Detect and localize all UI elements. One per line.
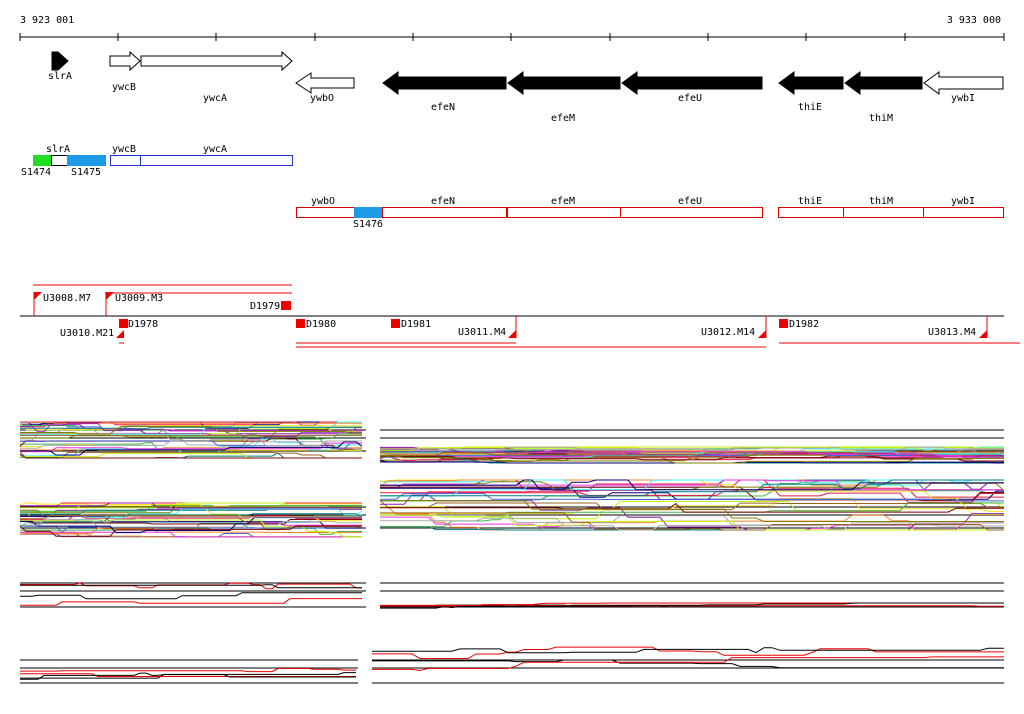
marker-label: D1978 — [128, 319, 158, 330]
gene-label: efeU — [678, 93, 702, 104]
gene-label: ywbI — [951, 93, 975, 104]
trace — [380, 487, 1004, 503]
trace — [20, 504, 362, 512]
trace — [20, 516, 362, 526]
transcripts — [33, 155, 1004, 218]
gene-label: ywbO — [310, 93, 334, 104]
gene-label: ywcA — [203, 93, 227, 104]
gene-label: efeN — [431, 102, 455, 113]
trace — [20, 502, 362, 509]
marker-label: D1982 — [789, 319, 819, 330]
marker-label: D1979 — [250, 301, 280, 312]
trace — [20, 668, 356, 673]
trace — [20, 515, 363, 531]
trace — [372, 656, 1004, 672]
gene-label: ywcB — [112, 82, 136, 93]
trace — [19, 453, 362, 459]
ruler — [19, 33, 1005, 41]
transcript-label: efeU — [678, 196, 702, 207]
trace — [380, 446, 1004, 451]
trace — [380, 479, 1004, 502]
transcript-label: efeN — [431, 196, 455, 207]
marker-label: U3012.M14 — [701, 327, 755, 338]
trace — [20, 442, 362, 453]
trace — [20, 598, 362, 606]
marker-label: U3009.M3 — [115, 293, 163, 304]
trace — [380, 493, 1004, 502]
trace — [380, 498, 1004, 514]
ruler-end: 3 933 000 — [947, 15, 1001, 26]
gene-label: efeM — [551, 113, 575, 124]
trace — [20, 519, 362, 525]
trace — [20, 584, 362, 589]
trace — [20, 513, 363, 526]
transcript-label: ywcB — [112, 144, 136, 155]
trace — [380, 501, 1005, 520]
trace — [380, 517, 1004, 531]
trace — [19, 451, 362, 459]
marker-track — [20, 284, 1020, 348]
trace — [20, 426, 362, 430]
trace — [372, 647, 1004, 654]
gene-arrows — [51, 50, 1004, 95]
transcript-label: ywcA — [203, 144, 227, 155]
trace — [20, 506, 362, 514]
marker-label: U3010.M21 — [60, 328, 114, 339]
segment-label: S1475 — [71, 167, 101, 178]
transcript-label: ywbI — [951, 196, 975, 207]
trace — [380, 479, 1004, 491]
trace — [20, 441, 363, 456]
marker-label: D1980 — [306, 319, 336, 330]
trace — [380, 455, 1004, 464]
trace — [380, 450, 1004, 458]
expression-traces — [19, 421, 1005, 680]
transcript-label: efeM — [551, 196, 575, 207]
transcript-label: thiE — [798, 196, 822, 207]
trace — [372, 659, 1004, 669]
trace — [20, 438, 362, 449]
trace — [380, 503, 1004, 513]
trace — [380, 514, 1004, 531]
trace — [20, 672, 356, 680]
trace — [20, 426, 362, 435]
trace — [380, 512, 1004, 531]
transcript-label: thiM — [869, 196, 893, 207]
segment-label: S1476 — [353, 219, 383, 230]
trace — [19, 525, 362, 537]
gene-label: slrA — [48, 71, 72, 82]
expression-panels — [20, 429, 1004, 684]
trace — [380, 500, 1004, 522]
ruler-start: 3 923 001 — [20, 15, 74, 26]
trace — [20, 520, 362, 528]
trace — [380, 602, 1004, 609]
transcript-label: slrA — [46, 144, 70, 155]
transcript-label: ywbO — [311, 196, 335, 207]
trace — [20, 423, 362, 440]
trace — [20, 592, 362, 600]
marker-label: U3013.M4 — [928, 327, 976, 338]
gene-label: thiE — [798, 102, 822, 113]
trace — [19, 423, 362, 431]
segment-label: S1474 — [21, 167, 51, 178]
marker-label: U3008.M7 — [43, 293, 91, 304]
marker-label: D1981 — [401, 319, 431, 330]
marker-label: U3011.M4 — [458, 327, 506, 338]
trace — [20, 531, 362, 538]
trace — [20, 508, 362, 519]
gene-label: thiM — [869, 113, 893, 124]
trace — [380, 479, 1004, 497]
trace — [372, 646, 1004, 659]
trace — [380, 446, 1004, 451]
